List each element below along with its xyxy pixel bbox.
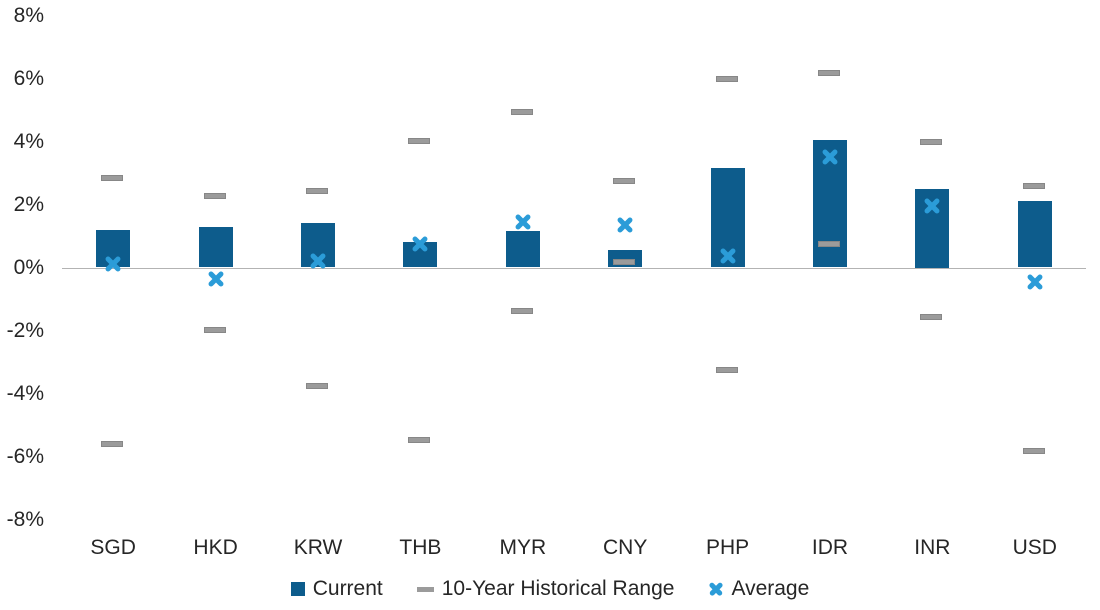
legend-item-current: Current [290, 577, 383, 601]
range-high-usd [1022, 183, 1045, 190]
range-high-inr [920, 139, 943, 146]
range-low-hkd [203, 326, 226, 333]
x-tick-cny: CNY [603, 536, 648, 559]
current-swatch-icon [290, 582, 305, 596]
y-tick-2%: 2% [13, 192, 44, 216]
y-tick--4%: -4% [6, 381, 44, 405]
range-high-cny [613, 178, 636, 185]
x-tick-thb: THB [399, 536, 442, 559]
legend-label-current: Current [312, 577, 383, 600]
range-low-myr [510, 307, 533, 314]
y-tick-4%: 4% [13, 129, 44, 153]
range-high-krw [306, 187, 328, 194]
x-tick-usd: USD [1012, 536, 1057, 559]
average-marker-krw [310, 253, 327, 270]
legend-label-historical-range: 10-Year Historical Range [441, 577, 675, 600]
x-tick-sgd: SGD [90, 536, 136, 559]
y-tick--2%: -2% [6, 318, 44, 342]
average-marker-cny [617, 216, 634, 233]
zero-axis-line [62, 268, 1086, 269]
average-marker-php [719, 248, 736, 265]
y-tick-6%: 6% [13, 66, 44, 90]
x-tick-krw: KRW [293, 536, 343, 559]
x-tick-hkd: HKD [193, 536, 238, 559]
range-dash-icon [416, 586, 434, 592]
bar-current-usd [1017, 201, 1052, 268]
legend-label-average: Average [731, 577, 810, 600]
average-x-icon [708, 582, 723, 597]
range-low-usd [1022, 447, 1045, 454]
average-marker-myr [514, 213, 531, 230]
range-high-hkd [203, 192, 226, 199]
y-tick-8%: 8% [13, 3, 44, 27]
x-tick-php: PHP [706, 536, 750, 559]
y-tick-0%: 0% [13, 255, 44, 279]
legend-item-average: Average [708, 577, 809, 601]
range-high-idr [818, 69, 840, 76]
range-low-thb [408, 436, 431, 443]
bar-current-myr [505, 231, 540, 268]
average-marker-sgd [105, 256, 122, 273]
x-tick-idr: IDR [811, 536, 849, 559]
average-marker-usd [1026, 273, 1043, 290]
range-high-myr [510, 109, 533, 116]
range-high-thb [408, 137, 431, 144]
y-tick--8%: -8% [6, 507, 44, 531]
y-tick--6%: -6% [6, 444, 44, 468]
x-tick-inr: INR [914, 536, 951, 559]
range-low-cny [613, 258, 636, 265]
bar-current-hkd [198, 226, 233, 268]
range-low-inr [920, 313, 943, 320]
x-tick-myr: MYR [499, 536, 547, 559]
average-marker-thb [412, 235, 429, 252]
range-low-sgd [101, 441, 124, 448]
range-low-php [715, 367, 738, 374]
range-high-php [715, 76, 738, 83]
range-low-krw [306, 383, 328, 390]
legend-item-historical-range: 10-Year Historical Range [416, 577, 675, 601]
legend: Current 10-Year Historical Range Average [0, 574, 1100, 604]
average-marker-inr [924, 198, 941, 215]
range-high-sgd [101, 175, 124, 182]
average-marker-idr [822, 149, 839, 166]
average-marker-hkd [207, 270, 224, 287]
range-low-idr [818, 241, 840, 248]
